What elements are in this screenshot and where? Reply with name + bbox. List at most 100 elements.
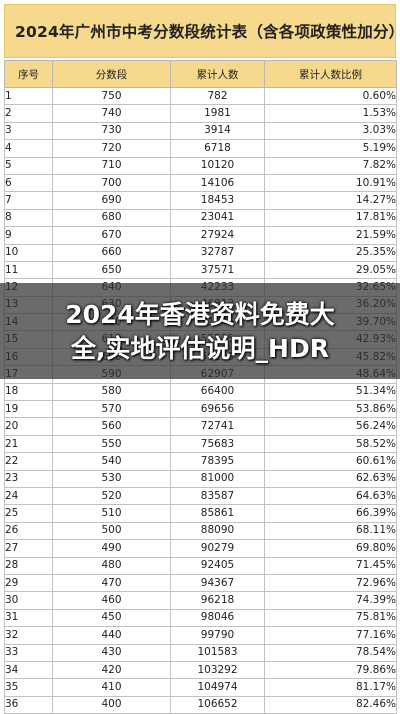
cell-ratio: 53.86% [264, 400, 397, 419]
table-row: 23 530 81000 62.63% [4, 469, 397, 488]
table-row: 8 680 23041 17.81% [4, 208, 397, 228]
cell-cumulative: 83587 [170, 486, 265, 506]
table-row: 32 440 99790 77.16% [4, 626, 397, 645]
cell-score: 710 [52, 156, 171, 175]
cell-ratio: 82.46% [264, 695, 397, 714]
cell-ratio: 3.03% [264, 121, 397, 141]
cell-score: 660 [52, 243, 171, 262]
cell-rank: 10 [4, 243, 53, 262]
cell-cumulative: 101583 [170, 643, 265, 662]
cell-cumulative: 75683 [170, 434, 265, 454]
cell-rank: 21 [4, 434, 53, 454]
cell-ratio: 75.81% [264, 608, 397, 628]
cell-rank: 5 [4, 156, 53, 175]
table-row: 1 750 782 0.60% [4, 86, 397, 106]
table-body: 1 750 782 0.60% 2 740 1981 1.53% 3 730 3914 3.03% 4 7… [4, 86, 397, 714]
cell-score: 670 [52, 226, 171, 245]
table-row: 34 420 103292 79.86% [4, 660, 397, 680]
cell-cumulative: 94367 [170, 573, 265, 593]
header-row: 序号 分数段 累计人数 累计人数比例 [4, 60, 397, 88]
table-row: 6 700 14106 10.91% [4, 173, 397, 193]
cell-rank: 6 [4, 173, 53, 193]
cell-rank: 8 [4, 208, 53, 228]
cell-score: 500 [52, 521, 171, 541]
table-row: 19 570 69656 53.86% [4, 400, 397, 419]
cell-rank: 27 [4, 539, 53, 558]
cell-cumulative: 1981 [170, 104, 265, 123]
table-row: 11 650 37571 29.05% [4, 260, 397, 280]
cell-cumulative: 88090 [170, 521, 265, 541]
cell-rank: 25 [4, 504, 53, 523]
cell-cumulative: 6718 [170, 139, 265, 158]
cell-score: 730 [52, 121, 171, 141]
cell-score: 750 [52, 86, 171, 106]
cell-cumulative: 85861 [170, 504, 265, 523]
table-row: 9 670 27924 21.59% [4, 226, 397, 245]
cell-score: 470 [52, 573, 171, 593]
score-table: 序号 分数段 累计人数 累计人数比例 1 750 782 0.60% 2 740 1981 1… [4, 60, 397, 714]
cell-cumulative: 3914 [170, 121, 265, 141]
cell-score: 530 [52, 469, 171, 488]
cell-ratio: 7.82% [264, 156, 397, 175]
cell-score: 400 [52, 695, 171, 714]
cell-ratio: 1.53% [264, 104, 397, 123]
cell-cumulative: 99790 [170, 626, 265, 645]
cell-score: 480 [52, 556, 171, 575]
watermark-text: 2024年香港资料免费大 全,实地评估说明_HDR [0, 298, 400, 366]
cell-ratio: 69.80% [264, 539, 397, 558]
table-row: 31 450 98046 75.81% [4, 608, 397, 628]
table-row: 3 730 3914 3.03% [4, 121, 397, 141]
cell-rank: 26 [4, 521, 53, 541]
table-row: 26 500 88090 68.11% [4, 521, 397, 541]
cell-cumulative: 104974 [170, 678, 265, 697]
cell-rank: 29 [4, 573, 53, 593]
cell-rank: 4 [4, 139, 53, 158]
table-row: 18 580 66400 51.34% [4, 382, 397, 402]
cell-rank: 23 [4, 469, 53, 488]
cell-cumulative: 782 [170, 86, 265, 106]
cell-score: 740 [52, 104, 171, 123]
cell-score: 550 [52, 434, 171, 454]
cell-rank: 35 [4, 678, 53, 697]
cell-score: 540 [52, 452, 171, 471]
cell-ratio: 51.34% [264, 382, 397, 402]
cell-rank: 32 [4, 626, 53, 645]
cell-cumulative: 103292 [170, 660, 265, 680]
cell-rank: 28 [4, 556, 53, 575]
cell-score: 510 [52, 504, 171, 523]
cell-score: 690 [52, 191, 171, 210]
cell-rank: 30 [4, 591, 53, 610]
table-row: 21 550 75683 58.52% [4, 434, 397, 454]
table-row: 35 410 104974 81.17% [4, 678, 397, 697]
cell-score: 430 [52, 643, 171, 662]
cell-ratio: 25.35% [264, 243, 397, 262]
cell-cumulative: 92405 [170, 556, 265, 575]
cell-ratio: 58.52% [264, 434, 397, 454]
cell-rank: 33 [4, 643, 53, 662]
cell-rank: 34 [4, 660, 53, 680]
cell-rank: 3 [4, 121, 53, 141]
cell-ratio: 74.39% [264, 591, 397, 610]
cell-score: 720 [52, 139, 171, 158]
cell-ratio: 60.61% [264, 452, 397, 471]
cell-cumulative: 90279 [170, 539, 265, 558]
header-rank: 序号 [4, 60, 53, 88]
table-row: 2 740 1981 1.53% [4, 104, 397, 123]
watermark-line-1: 2024年香港资料免费大 [65, 300, 335, 329]
cell-rank: 31 [4, 608, 53, 628]
cell-score: 570 [52, 400, 171, 419]
cell-ratio: 29.05% [264, 260, 397, 280]
cell-ratio: 72.96% [264, 573, 397, 593]
cell-rank: 1 [4, 86, 53, 106]
cell-score: 450 [52, 608, 171, 628]
cell-cumulative: 72741 [170, 417, 265, 436]
cell-rank: 22 [4, 452, 53, 471]
cell-ratio: 77.16% [264, 626, 397, 645]
table-row: 7 690 18453 14.27% [4, 191, 397, 210]
table-row: 24 520 83587 64.63% [4, 486, 397, 506]
cell-ratio: 14.27% [264, 191, 397, 210]
cell-ratio: 71.45% [264, 556, 397, 575]
cell-cumulative: 27924 [170, 226, 265, 245]
cell-score: 700 [52, 173, 171, 193]
cell-ratio: 56.24% [264, 417, 397, 436]
